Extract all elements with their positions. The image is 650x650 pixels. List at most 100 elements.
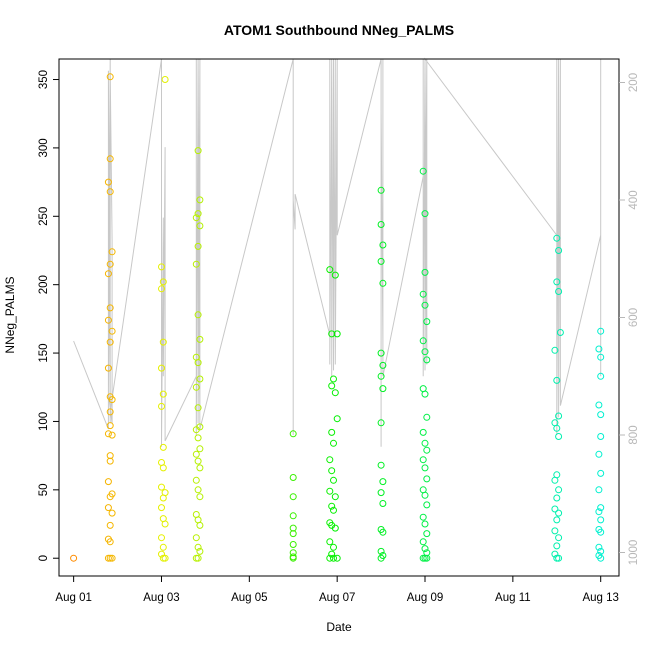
data-point xyxy=(194,147,202,155)
data-point xyxy=(377,221,385,228)
data-point xyxy=(377,186,385,194)
data-point xyxy=(553,516,561,524)
data-point xyxy=(192,534,200,542)
y-tick-label: 250 xyxy=(38,207,50,226)
data-point xyxy=(421,390,429,398)
data-point xyxy=(104,316,112,324)
y-tick-label: 350 xyxy=(38,70,50,89)
data-point xyxy=(330,375,337,383)
data-point xyxy=(194,457,202,465)
data-point xyxy=(423,413,431,421)
data-point xyxy=(419,290,427,298)
data-point xyxy=(106,521,114,529)
data-point xyxy=(106,338,114,346)
data-point xyxy=(159,390,167,398)
data-point xyxy=(597,516,605,524)
data-point xyxy=(423,554,431,562)
y2-tick-label: 600 xyxy=(628,308,640,327)
data-point xyxy=(379,241,387,249)
data-point xyxy=(104,270,112,278)
data-point xyxy=(553,234,561,242)
data-point xyxy=(108,554,116,562)
data-point xyxy=(106,73,114,81)
data-point xyxy=(421,210,429,218)
data-point xyxy=(192,426,200,434)
data-point xyxy=(551,550,559,558)
data-point xyxy=(289,530,297,538)
data-point xyxy=(159,494,167,502)
data-point xyxy=(331,271,339,279)
x-tick-label: Aug 01 xyxy=(55,592,91,604)
point-layer xyxy=(70,73,605,562)
data-point xyxy=(330,543,337,551)
data-point xyxy=(379,361,387,369)
data-point xyxy=(108,396,116,404)
data-point xyxy=(328,467,336,475)
data-point xyxy=(333,415,341,423)
data-point xyxy=(595,450,603,458)
data-point xyxy=(104,504,112,512)
data-point xyxy=(595,345,603,353)
data-point xyxy=(555,486,563,494)
data-point xyxy=(553,376,561,384)
y2-tick-label: 800 xyxy=(628,425,640,444)
data-point xyxy=(423,501,431,509)
data-point xyxy=(597,327,605,335)
data-point xyxy=(555,412,563,420)
data-point xyxy=(597,469,605,477)
y-tick-label: 150 xyxy=(38,343,50,362)
data-point xyxy=(423,475,431,483)
chart-title: ATOM1 Southbound NNeg_PALMS xyxy=(224,22,454,38)
y-tick-label: 0 xyxy=(38,555,50,561)
data-point xyxy=(553,494,561,502)
data-point xyxy=(555,288,563,295)
data-point xyxy=(161,76,169,83)
data-point xyxy=(158,534,165,542)
data-point xyxy=(553,278,561,286)
data-point xyxy=(289,554,297,562)
data-point xyxy=(158,504,165,512)
data-point xyxy=(597,547,605,555)
data-point xyxy=(421,301,429,309)
data-point xyxy=(419,538,427,546)
data-point xyxy=(106,304,114,312)
data-point xyxy=(595,508,603,516)
data-point xyxy=(158,285,165,293)
data-point xyxy=(377,547,385,555)
data-point xyxy=(106,538,114,546)
y-tick-label: 50 xyxy=(38,483,50,496)
plot-frame xyxy=(58,58,620,577)
y-axis: 0 50 100 150 200 250 300 350 xyxy=(38,70,59,561)
data-point xyxy=(551,505,559,513)
data-point xyxy=(551,527,559,535)
data-point xyxy=(106,408,114,416)
y2-tick-label: 1000 xyxy=(628,540,640,566)
data-point xyxy=(328,428,336,436)
data-point xyxy=(377,461,385,469)
data-point xyxy=(196,445,204,453)
data-point xyxy=(196,547,204,555)
data-point xyxy=(423,356,431,364)
data-point xyxy=(194,404,202,412)
x-axis-label: Date xyxy=(326,620,352,634)
data-point xyxy=(419,337,427,345)
data-point xyxy=(379,385,387,393)
data-point xyxy=(555,433,563,440)
data-point xyxy=(159,338,167,346)
data-point xyxy=(159,464,167,472)
data-point xyxy=(379,528,387,536)
data-point xyxy=(551,476,559,484)
data-point xyxy=(196,222,204,230)
data-point xyxy=(192,476,200,484)
data-point xyxy=(377,257,385,265)
data-point xyxy=(330,476,337,484)
data-point xyxy=(597,353,605,361)
data-point xyxy=(597,528,605,536)
data-point xyxy=(555,534,563,542)
data-point xyxy=(326,266,334,274)
data-point xyxy=(108,248,116,256)
data-point xyxy=(106,188,114,196)
data-point xyxy=(553,424,561,432)
y2-axis: 200 400 600 800 1000 xyxy=(619,73,640,565)
